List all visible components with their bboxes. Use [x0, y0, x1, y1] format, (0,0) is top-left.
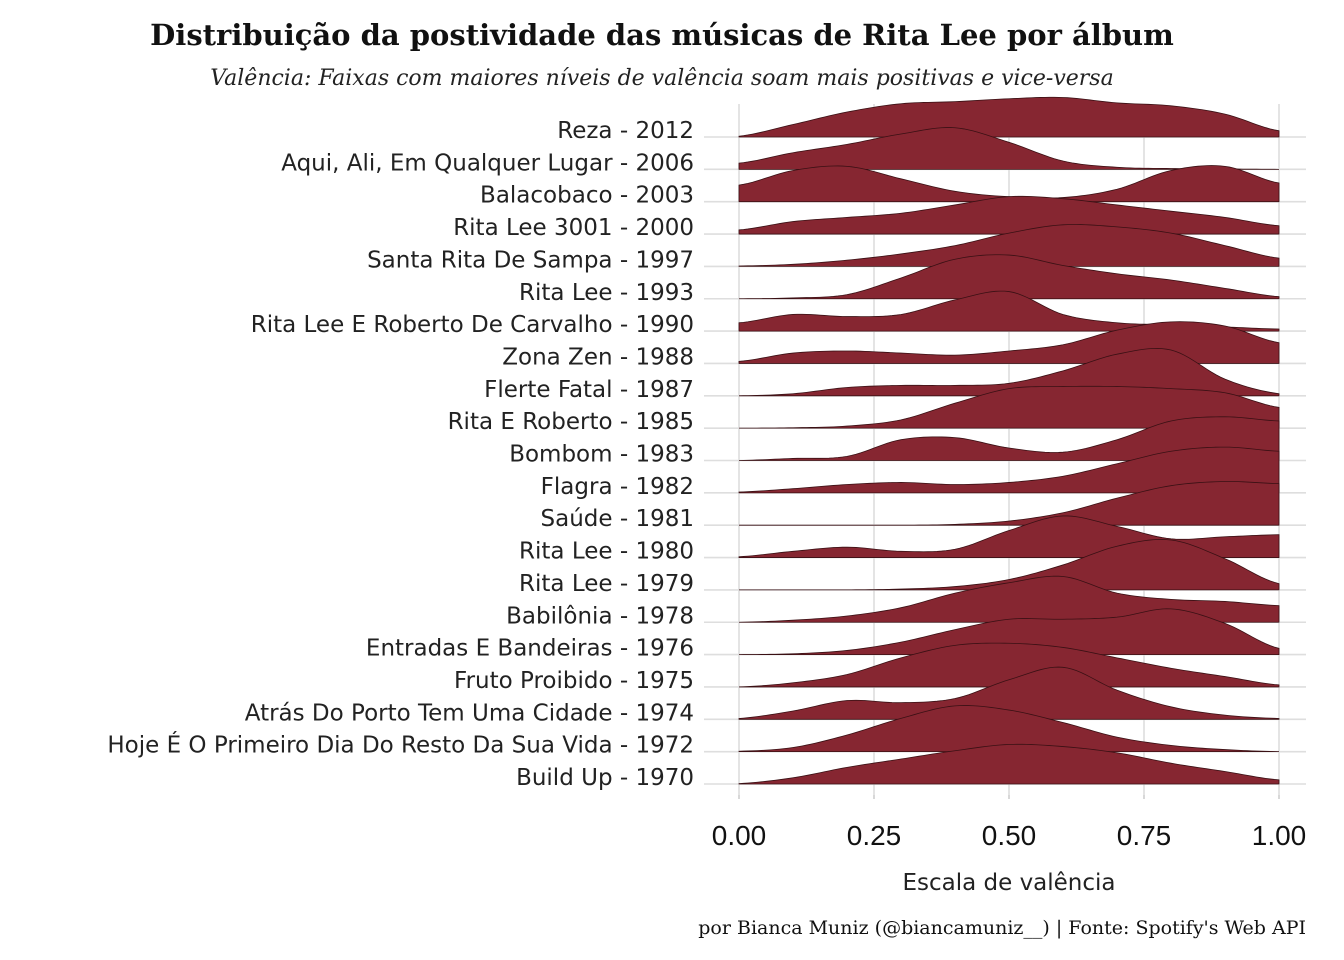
ridge-10 [738, 416, 1280, 461]
category-label: Build Up - 1970 [516, 765, 694, 791]
ridge-14 [739, 539, 1280, 591]
x-axis-title: Escala de valência [902, 870, 1115, 896]
chart-title: Distribuição da postividade das músicas … [150, 18, 1174, 52]
ridge-8 [738, 348, 1280, 397]
ridge-20 [738, 743, 1280, 785]
x-tick-label: 0.75 [1117, 820, 1172, 851]
category-label: Rita Lee 3001 - 2000 [453, 215, 694, 241]
ridge-12 [739, 481, 1280, 526]
ridge-19 [738, 705, 1280, 753]
category-label: Aqui, Ali, Em Qualquer Lugar - 2006 [281, 150, 694, 176]
ridge-9 [738, 385, 1280, 429]
category-label: Reza - 2012 [557, 118, 694, 144]
category-label: Rita Lee E Roberto De Carvalho - 1990 [251, 312, 694, 338]
x-tick-label: 1.00 [1252, 820, 1307, 851]
ridge-11 [738, 446, 1280, 494]
category-label: Babilônia - 1978 [506, 603, 694, 629]
category-label: Hoje É O Primeiro Dia Do Resto Da Sua Vi… [107, 731, 694, 759]
x-axis-ticks: 0.00 0.25 0.50 0.75 1.00 [712, 795, 1307, 851]
ridge-17 [738, 642, 1280, 688]
category-label: Atrás Do Porto Tem Uma Cidade - 1974 [245, 700, 694, 726]
category-label: Rita E Roberto - 1985 [448, 409, 694, 435]
category-label: Entradas E Bandeiras - 1976 [366, 636, 694, 662]
category-label: Zona Zen - 1988 [502, 344, 694, 370]
ridge-0 [738, 96, 1280, 138]
category-label: Rita Lee - 1993 [519, 280, 694, 306]
ridge-3 [738, 195, 1280, 235]
category-label: Fruto Proibido - 1975 [454, 668, 694, 694]
ridge-5 [738, 254, 1280, 300]
category-label: Flerte Fatal - 1987 [484, 377, 694, 403]
category-label: Balacobaco - 2003 [480, 183, 694, 209]
category-label: Rita Lee - 1980 [519, 539, 694, 565]
x-tick-label: 0.25 [847, 820, 902, 851]
x-tick-label: 0.00 [712, 820, 767, 851]
chart-subtitle: Valência: Faixas com maiores níveis de v… [210, 66, 1113, 91]
category-labels: Reza - 2012 Aqui, Ali, Em Qualquer Lugar … [107, 118, 694, 791]
ridge-16 [738, 608, 1280, 655]
ridge-18 [738, 666, 1280, 720]
ridge-series [738, 96, 1280, 785]
chart-caption: por Bianca Muniz (@biancamuniz__) | Font… [698, 917, 1306, 939]
ridge-15 [738, 575, 1280, 623]
category-label: Saúde - 1981 [541, 506, 694, 532]
x-tick-label: 0.50 [982, 820, 1037, 851]
ridge-4 [738, 224, 1280, 267]
category-label: Santa Rita De Sampa - 1997 [367, 247, 694, 273]
category-label: Bombom - 1983 [509, 442, 694, 468]
category-label: Rita Lee - 1979 [519, 571, 694, 597]
category-label: Flagra - 1982 [541, 474, 694, 500]
